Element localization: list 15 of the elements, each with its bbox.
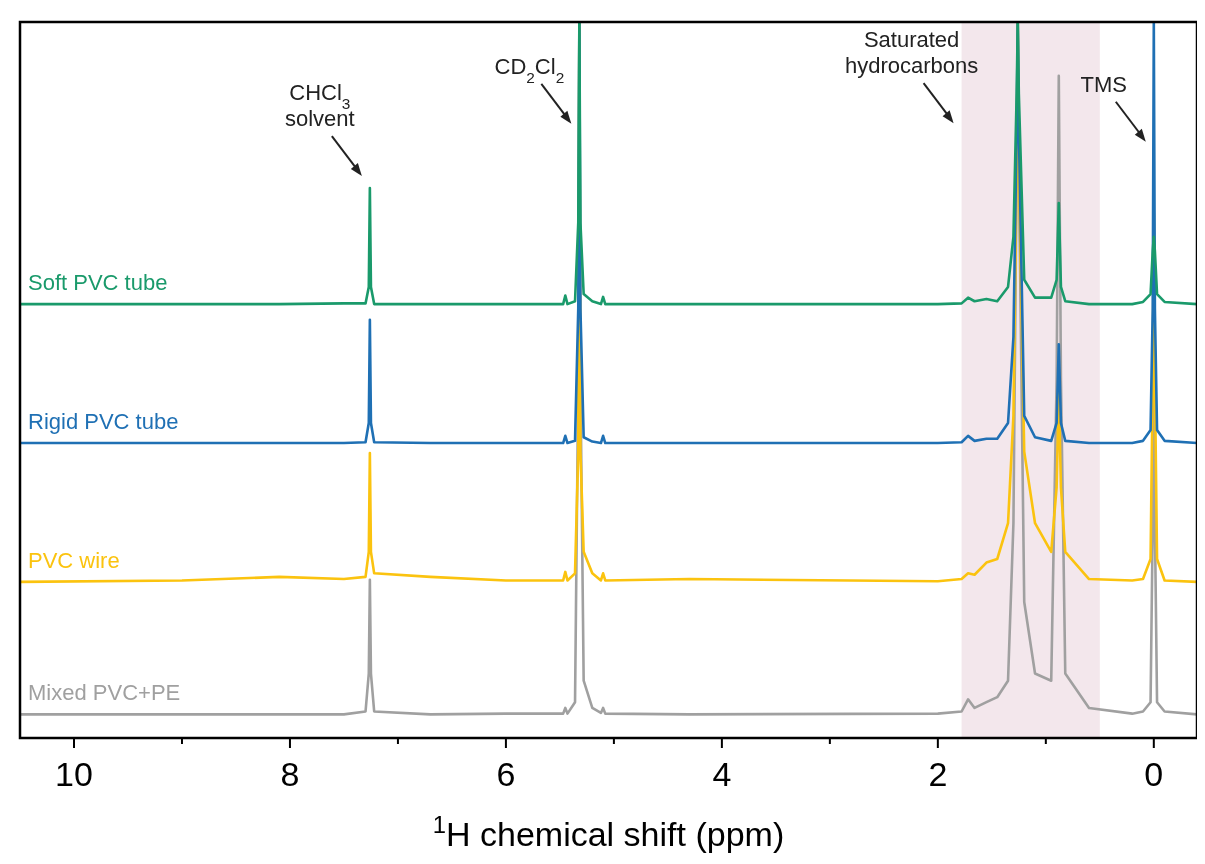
x-tick-label: 4 [712, 755, 732, 793]
series-label: Mixed PVC+PE [28, 680, 181, 706]
x-axis-title: $^{1}$H chemical shift (ppm) [432, 810, 785, 853]
x-tick-label: 8 [280, 755, 300, 793]
x-tick-label: 10 [55, 755, 93, 793]
x-tick-label: 2 [928, 755, 948, 793]
annotation: CHCl$_{3}$ solvent [285, 80, 355, 132]
annotation: Saturated hydrocarbons [844, 27, 979, 79]
series-label: Rigid PVC tube [28, 409, 179, 435]
series-label: PVC wire [28, 547, 120, 573]
x-tick-label: 0 [1144, 755, 1164, 793]
annotation: TMS [1080, 71, 1128, 97]
x-tick-label: 6 [496, 755, 516, 793]
annotation: CD$_{2}$Cl$_{2}$ [494, 53, 565, 86]
series-label: Soft PVC tube [28, 270, 168, 296]
